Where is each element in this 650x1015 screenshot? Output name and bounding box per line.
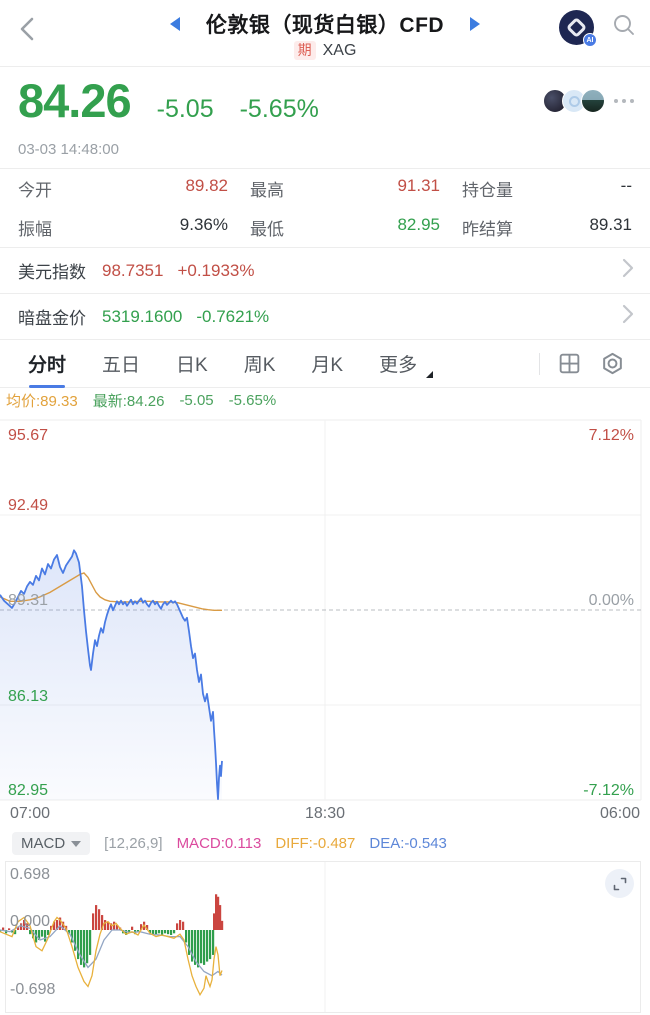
- tab-weekly-k[interactable]: 周K: [243, 355, 276, 376]
- corner-triangle-icon: [426, 371, 434, 378]
- chevron-right-icon: [622, 304, 634, 329]
- stat-amplitude: 振幅 9.36%: [18, 215, 228, 239]
- y-label-9567: 95.67: [8, 427, 48, 444]
- header: 伦敦银（现货白银）CFD AI 期 XAG: [0, 0, 650, 67]
- stat-open-interest: 持仓量 --: [462, 176, 632, 200]
- tab-intraday[interactable]: 分时: [10, 339, 84, 388]
- otc-gold-row[interactable]: 暗盘金价 5319.1600 -0.7621%: [0, 294, 650, 340]
- diff-value: DIFF:-0.487: [275, 835, 356, 852]
- x-tick-close: 06:00: [599, 805, 640, 822]
- stats-grid: 今开 89.82 最高 91.31 持仓量 -- 振幅 9.36% 最低 82.95 昨结…: [0, 168, 650, 248]
- more-icon[interactable]: [614, 99, 634, 103]
- stat-open: 今开 89.82: [18, 176, 228, 200]
- macd-tick-bottom: -0.698: [10, 981, 55, 998]
- legend-change-pct: -5.65%: [228, 392, 277, 409]
- chevron-right-icon: [622, 258, 634, 283]
- y-label-8295: 82.95: [8, 782, 48, 799]
- weibo-icon[interactable]: [562, 89, 586, 113]
- chart-legend: 均价:89.33 最新:84.26 -5.05 -5.65%: [0, 388, 650, 413]
- page-title: 伦敦银（现货白银）CFD: [205, 14, 445, 37]
- next-instrument-icon[interactable]: [470, 17, 481, 31]
- price-change-pct: -5.65%: [239, 95, 319, 123]
- back-button[interactable]: [16, 14, 40, 49]
- macd-value: MACD:0.113: [176, 835, 262, 852]
- price-block: 84.26 -5.05 -5.65% 03-03 14:48:00: [0, 67, 650, 168]
- macd-chart[interactable]: 0.698 0.000 -0.698: [0, 860, 650, 1015]
- stat-low: 最低 82.95: [250, 215, 440, 239]
- legend-change: -5.05: [179, 392, 214, 409]
- stat-prev-settle: 昨结算 89.31: [462, 215, 632, 239]
- quote-timestamp: 03-03 14:48:00: [18, 141, 119, 158]
- chevron-down-icon: [71, 840, 82, 847]
- legend-latest: 最新:84.26: [92, 393, 165, 410]
- tab-5day[interactable]: 五日: [102, 355, 141, 376]
- y-label-9249: 92.49: [8, 497, 48, 514]
- pct-label-up: 7.12%: [589, 427, 634, 444]
- macd-tick-zero: 0.000: [10, 913, 50, 930]
- macd-tick-top: 0.698: [10, 866, 50, 883]
- time-axis: 07:00 18:30 06:00: [0, 801, 650, 827]
- grid-layout-icon[interactable]: [548, 347, 591, 380]
- tab-more[interactable]: 更多: [361, 339, 435, 388]
- x-tick-open: 07:00: [10, 805, 51, 822]
- market-type-badge: 期: [293, 41, 316, 60]
- stat-high: 最高 91.31: [250, 176, 440, 200]
- y-label-8613: 86.13: [8, 688, 48, 705]
- community-avatar-icon[interactable]: [581, 89, 605, 113]
- settings-gear-icon[interactable]: [591, 347, 634, 380]
- ai-assistant-button[interactable]: AI: [559, 10, 597, 47]
- last-price: 84.26: [18, 74, 132, 127]
- tab-daily-k[interactable]: 日K: [176, 355, 208, 376]
- indicator-selector[interactable]: MACD: [12, 832, 91, 855]
- price-change: -5.05: [156, 95, 214, 123]
- expand-icon[interactable]: [605, 869, 634, 898]
- prev-instrument-icon[interactable]: [169, 17, 180, 31]
- indicator-bar: MACD [12,26,9] MACD:0.113 DIFF:-0.487 DE…: [0, 827, 650, 860]
- period-tabs: 分时 五日 日K 周K 月K 更多: [0, 340, 650, 388]
- x-tick-mid: 18:30: [304, 805, 346, 822]
- search-icon[interactable]: [612, 13, 636, 42]
- ai-badge: AI: [583, 33, 597, 47]
- intraday-chart[interactable]: 95.67 92.49 89.31 86.13 82.95 7.12% 0.00…: [0, 413, 650, 801]
- y-label-prev-close: 89.31: [8, 592, 48, 609]
- usd-index-row[interactable]: 美元指数 98.7351 +0.1933%: [0, 248, 650, 294]
- pct-label-down: -7.12%: [583, 782, 634, 799]
- dea-value: DEA:-0.543: [369, 835, 447, 852]
- legend-avg: 均价:89.33: [6, 393, 78, 410]
- pct-label-zero: 0.00%: [589, 592, 634, 609]
- tab-monthly-k[interactable]: 月K: [311, 355, 344, 376]
- symbol-code: XAG: [322, 41, 357, 59]
- indicator-params: [12,26,9]: [104, 835, 163, 852]
